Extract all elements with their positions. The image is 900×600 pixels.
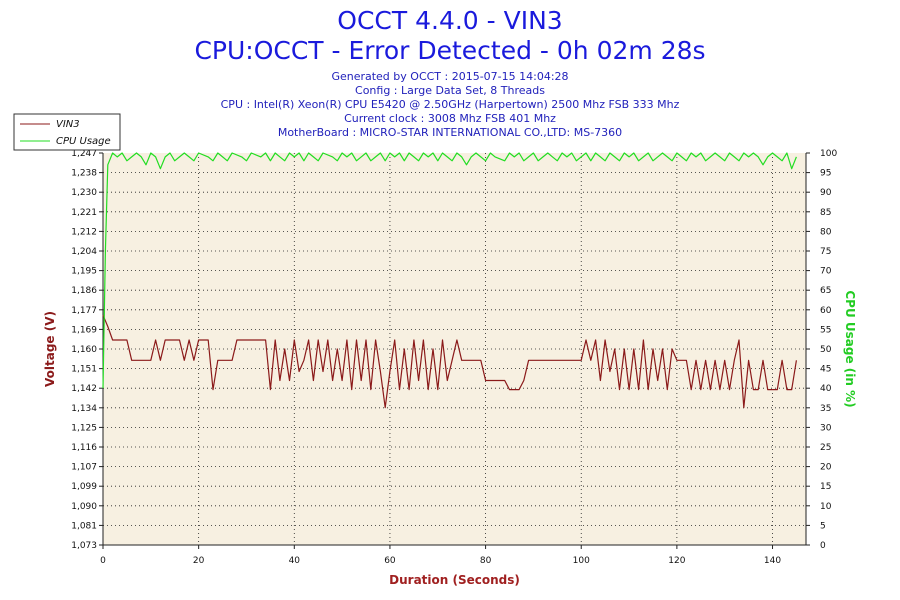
y-tick-label: 1,204 <box>71 247 97 257</box>
y2-tick-label: 35 <box>820 404 831 414</box>
y2-tick-label: 0 <box>820 541 826 551</box>
x-tick-label: 100 <box>573 556 590 566</box>
x-tick-label: 140 <box>764 556 781 566</box>
y2-tick-label: 100 <box>820 149 837 159</box>
y-tick-label: 1,212 <box>71 227 97 237</box>
y-tick-label: 1,125 <box>71 423 97 433</box>
x-tick-label: 120 <box>668 556 685 566</box>
y-tick-label: 1,238 <box>71 169 97 179</box>
info-generated: Generated by OCCT : 2015-07-15 14:04:28 <box>331 70 569 83</box>
y2-tick-label: 20 <box>820 463 832 473</box>
y2-tick-label: 45 <box>820 365 831 375</box>
y2-tick-label: 80 <box>820 227 832 237</box>
series-lines <box>102 152 797 409</box>
x-tick-label: 40 <box>289 556 301 566</box>
y-tick-label: 1,221 <box>71 208 97 218</box>
series-line-vin3 <box>102 314 797 409</box>
y2-tick-label: 95 <box>820 169 831 179</box>
legend: VIN3 CPU Usage <box>13 113 121 151</box>
y-tick-label: 1,169 <box>71 325 97 335</box>
y-tick-label: 1,099 <box>71 482 97 492</box>
y-tick-label: 1,073 <box>71 541 97 551</box>
y2-tick-label: 30 <box>820 423 832 433</box>
y2-tick-label: 65 <box>820 286 831 296</box>
y-axis-title: Voltage (V) <box>43 311 57 387</box>
y2-tick-label: 75 <box>820 247 831 257</box>
info-cpu: CPU : Intel(R) Xeon(R) CPU E5420 @ 2.50G… <box>220 98 680 111</box>
y2-tick-label: 85 <box>820 208 831 218</box>
y-tick-label: 1,177 <box>71 306 97 316</box>
y2-axis-title: CPU Usage (in %) <box>843 290 857 407</box>
grid-lines <box>103 153 806 545</box>
info-clock: Current clock : 3008 Mhz FSB 401 Mhz <box>344 112 556 125</box>
x-tick-label: 0 <box>100 556 106 566</box>
legend-label-cpu-usage: CPU Usage <box>56 136 111 147</box>
series-line-cpu-usage <box>102 152 797 389</box>
legend-box <box>13 113 121 151</box>
y2-tick-label: 15 <box>820 482 831 492</box>
x-axis-title: Duration (Seconds) <box>389 573 520 587</box>
y2-tick-label: 5 <box>820 521 826 531</box>
chart-subtitle: CPU:OCCT - Error Detected - 0h 02m 28s <box>194 36 706 65</box>
tick-labels: 1,073 1,081 1,090 1,099 1,107 1,116 1,125 1,134… <box>71 149 837 566</box>
axes <box>99 152 810 549</box>
y-tick-label: 1,090 <box>71 502 97 512</box>
y2-tick-label: 55 <box>820 325 831 335</box>
y-tick-label: 1,247 <box>71 149 97 159</box>
y-tick-label: 1,160 <box>71 345 97 355</box>
y-tick-label: 1,081 <box>71 521 97 531</box>
y-tick-label: 1,134 <box>71 404 97 414</box>
y-tick-label: 1,195 <box>71 267 97 277</box>
y-tick-label: 1,151 <box>71 365 97 375</box>
info-config: Config : Large Data Set, 8 Threads <box>355 84 545 97</box>
y-tick-label: 1,186 <box>71 286 97 296</box>
y2-tick-label: 50 <box>820 345 832 355</box>
y-tick-label: 1,230 <box>71 188 97 198</box>
y2-tick-label: 10 <box>820 502 832 512</box>
legend-label-vin3: VIN3 <box>56 119 80 130</box>
y2-tick-label: 40 <box>820 384 832 394</box>
x-tick-label: 80 <box>480 556 492 566</box>
y2-tick-label: 60 <box>820 306 832 316</box>
y2-tick-label: 90 <box>820 188 832 198</box>
chart-title: OCCT 4.4.0 - VIN3 <box>337 6 563 35</box>
x-tick-label: 20 <box>193 556 205 566</box>
y2-tick-label: 70 <box>820 267 832 277</box>
y-tick-label: 1,107 <box>71 463 97 473</box>
y-tick-label: 1,116 <box>71 443 97 453</box>
y-tick-label: 1,142 <box>71 384 97 394</box>
x-tick-label: 60 <box>384 556 396 566</box>
y2-tick-label: 25 <box>820 443 831 453</box>
info-motherboard: MotherBoard : MICRO-STAR INTERNATIONAL C… <box>277 126 623 139</box>
